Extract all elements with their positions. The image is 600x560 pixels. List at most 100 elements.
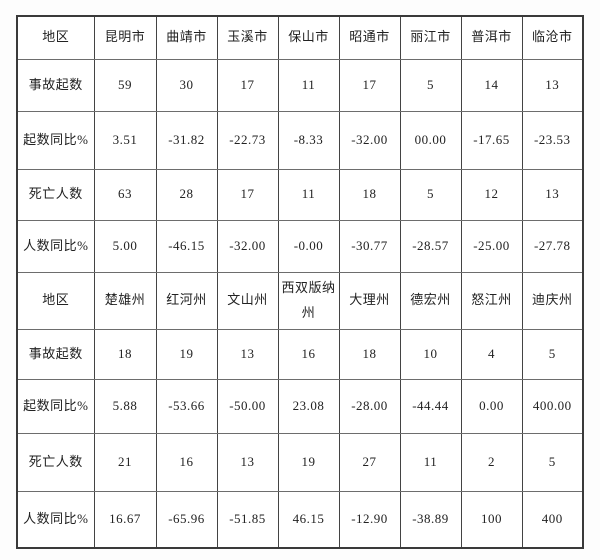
value-cell: -44.44 bbox=[399, 378, 462, 434]
value-cell: 5 bbox=[521, 432, 584, 492]
value-cell: -30.77 bbox=[338, 219, 401, 273]
value-cell: 5.88 bbox=[93, 378, 157, 434]
value-cell: 17 bbox=[216, 168, 279, 221]
value-cell: 16 bbox=[277, 328, 340, 380]
value-cell: -31.82 bbox=[155, 110, 218, 170]
city-header-cell: 普洱市 bbox=[460, 15, 523, 60]
city-header-cell: 丽江市 bbox=[399, 15, 462, 60]
value-cell: -46.15 bbox=[155, 219, 218, 273]
value-cell: -53.66 bbox=[155, 378, 218, 434]
value-cell: -32.00 bbox=[338, 110, 401, 170]
value-cell: 21 bbox=[93, 432, 157, 492]
value-cell: -8.33 bbox=[277, 110, 340, 170]
value-cell: 5 bbox=[399, 168, 462, 221]
value-cell: -38.89 bbox=[399, 490, 462, 549]
value-cell: -65.96 bbox=[155, 490, 218, 549]
value-cell: 14 bbox=[460, 58, 523, 112]
city-header-cell: 楚雄州 bbox=[93, 271, 157, 330]
city-header-cell: 玉溪市 bbox=[216, 15, 279, 60]
value-cell: 5.00 bbox=[93, 219, 157, 273]
value-cell: -27.78 bbox=[521, 219, 584, 273]
value-cell: -28.57 bbox=[399, 219, 462, 273]
row-label-cell: 死亡人数 bbox=[16, 168, 95, 221]
table-row: 起数同比% 3.51 -31.82 -22.73 -8.33 -32.00 00… bbox=[16, 110, 584, 170]
table-body: 地区 昆明市 曲靖市 玉溪市 保山市 昭通市 丽江市 普洱市 临沧市 事故起数 … bbox=[16, 15, 584, 549]
value-cell: 4 bbox=[460, 328, 523, 380]
value-cell: 17 bbox=[338, 58, 401, 112]
city-header-cell: 保山市 bbox=[277, 15, 340, 60]
value-cell: 3.51 bbox=[93, 110, 157, 170]
city-header-cell: 德宏州 bbox=[399, 271, 462, 330]
accident-statistics-table: 地区 昆明市 曲靖市 玉溪市 保山市 昭通市 丽江市 普洱市 临沧市 事故起数 … bbox=[16, 15, 584, 549]
value-cell: 11 bbox=[399, 432, 462, 492]
table-row: 死亡人数 63 28 17 11 18 5 12 13 bbox=[16, 168, 584, 221]
value-cell: 16.67 bbox=[93, 490, 157, 549]
value-cell: -51.85 bbox=[216, 490, 279, 549]
row-label-cell: 人数同比% bbox=[16, 490, 95, 549]
value-cell: 18 bbox=[338, 168, 401, 221]
value-cell: 30 bbox=[155, 58, 218, 112]
value-cell: -12.90 bbox=[338, 490, 401, 549]
value-cell: -22.73 bbox=[216, 110, 279, 170]
value-cell: -28.00 bbox=[338, 378, 401, 434]
table-row: 地区 楚雄州 红河州 文山州 西双版纳州 大理州 德宏州 怒江州 迪庆州 bbox=[16, 271, 584, 330]
value-cell: 18 bbox=[338, 328, 401, 380]
value-cell: -23.53 bbox=[521, 110, 584, 170]
row-label-cell: 事故起数 bbox=[16, 58, 95, 112]
value-cell: 2 bbox=[460, 432, 523, 492]
city-header-cell: 昆明市 bbox=[93, 15, 157, 60]
accident-statistics-table-container: 地区 昆明市 曲靖市 玉溪市 保山市 昭通市 丽江市 普洱市 临沧市 事故起数 … bbox=[16, 15, 584, 549]
row-label-cell: 起数同比% bbox=[16, 378, 95, 434]
value-cell: 16 bbox=[155, 432, 218, 492]
value-cell: 18 bbox=[93, 328, 157, 380]
value-cell: 11 bbox=[277, 58, 340, 112]
value-cell: 11 bbox=[277, 168, 340, 221]
value-cell: 13 bbox=[216, 432, 279, 492]
table-row: 事故起数 59 30 17 11 17 5 14 13 bbox=[16, 58, 584, 112]
region-header-cell: 地区 bbox=[16, 15, 95, 60]
value-cell: -17.65 bbox=[460, 110, 523, 170]
value-cell: -0.00 bbox=[277, 219, 340, 273]
value-cell: 13 bbox=[216, 328, 279, 380]
city-header-cell: 迪庆州 bbox=[521, 271, 584, 330]
city-header-cell: 文山州 bbox=[216, 271, 279, 330]
city-header-cell: 大理州 bbox=[338, 271, 401, 330]
value-cell: 10 bbox=[399, 328, 462, 380]
city-header-cell: 昭通市 bbox=[338, 15, 401, 60]
value-cell: 13 bbox=[521, 58, 584, 112]
value-cell: -32.00 bbox=[216, 219, 279, 273]
row-label-cell: 死亡人数 bbox=[16, 432, 95, 492]
region-header-cell: 地区 bbox=[16, 271, 95, 330]
table-row: 事故起数 18 19 13 16 18 10 4 5 bbox=[16, 328, 584, 380]
row-label-cell: 起数同比% bbox=[16, 110, 95, 170]
value-cell: 400.00 bbox=[521, 378, 584, 434]
table-row: 起数同比% 5.88 -53.66 -50.00 23.08 -28.00 -4… bbox=[16, 378, 584, 434]
value-cell: 13 bbox=[521, 168, 584, 221]
table-row: 人数同比% 16.67 -65.96 -51.85 46.15 -12.90 -… bbox=[16, 490, 584, 549]
value-cell: 27 bbox=[338, 432, 401, 492]
city-header-cell: 西双版纳州 bbox=[277, 271, 340, 330]
value-cell: 19 bbox=[277, 432, 340, 492]
value-cell: 17 bbox=[216, 58, 279, 112]
value-cell: 19 bbox=[155, 328, 218, 380]
value-cell: -25.00 bbox=[460, 219, 523, 273]
value-cell: 59 bbox=[93, 58, 157, 112]
value-cell: -50.00 bbox=[216, 378, 279, 434]
value-cell: 100 bbox=[460, 490, 523, 549]
value-cell: 28 bbox=[155, 168, 218, 221]
table-row: 地区 昆明市 曲靖市 玉溪市 保山市 昭通市 丽江市 普洱市 临沧市 bbox=[16, 15, 584, 60]
value-cell: 12 bbox=[460, 168, 523, 221]
city-header-cell: 临沧市 bbox=[521, 15, 584, 60]
table-row: 人数同比% 5.00 -46.15 -32.00 -0.00 -30.77 -2… bbox=[16, 219, 584, 273]
value-cell: 400 bbox=[521, 490, 584, 549]
row-label-cell: 事故起数 bbox=[16, 328, 95, 380]
city-header-cell: 红河州 bbox=[155, 271, 218, 330]
value-cell: 5 bbox=[399, 58, 462, 112]
table-row: 死亡人数 21 16 13 19 27 11 2 5 bbox=[16, 432, 584, 492]
value-cell: 46.15 bbox=[277, 490, 340, 549]
value-cell: 0.00 bbox=[460, 378, 523, 434]
value-cell: 23.08 bbox=[277, 378, 340, 434]
city-header-cell: 怒江州 bbox=[460, 271, 523, 330]
value-cell: 00.00 bbox=[399, 110, 462, 170]
city-header-cell: 曲靖市 bbox=[155, 15, 218, 60]
